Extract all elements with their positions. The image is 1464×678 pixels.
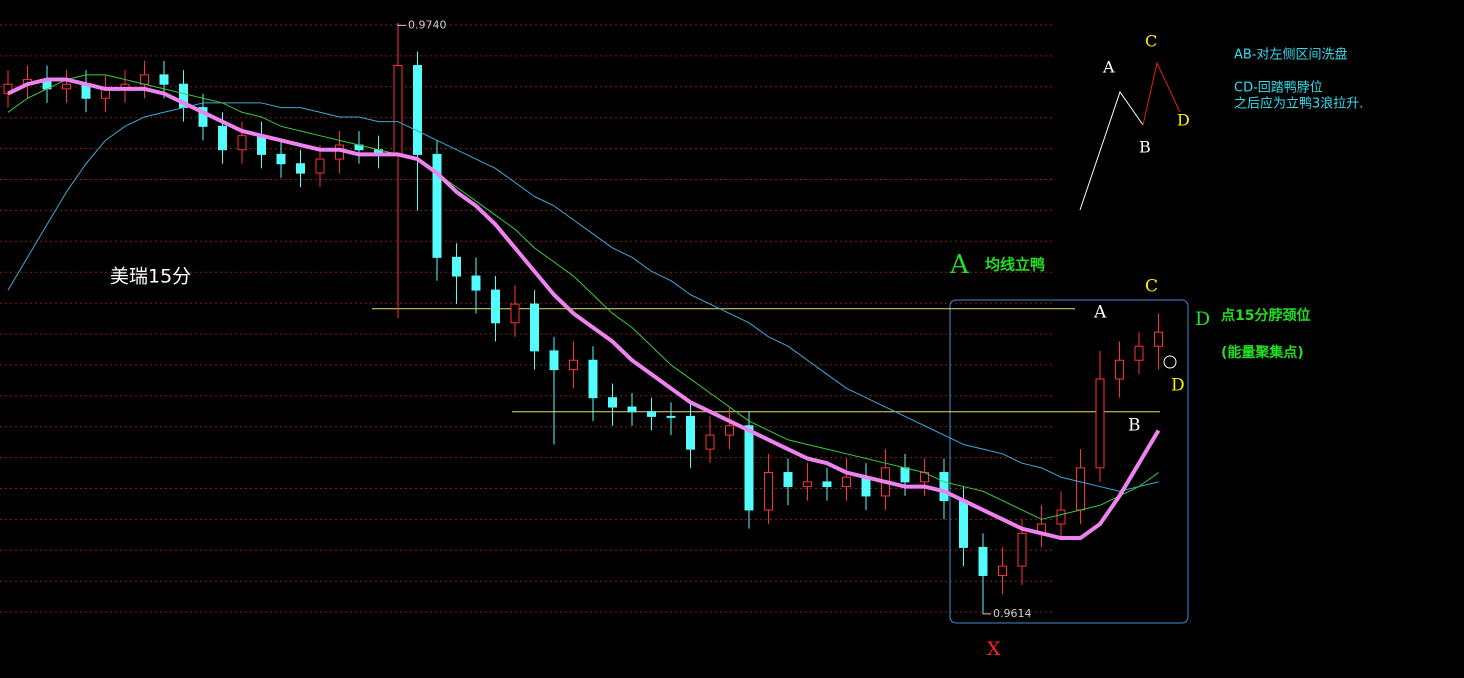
candle-body (1115, 359, 1124, 380)
candle-body (62, 83, 71, 90)
price-label: 0.9614 (993, 607, 1032, 620)
moving-average (7, 102, 1159, 492)
candle-body (764, 472, 773, 511)
legend-note: CD-回踏鸭脖位 (1234, 80, 1323, 96)
annotation: D (1195, 308, 1210, 330)
candle-body (491, 289, 500, 324)
candle-body (705, 434, 715, 450)
legend-label: C (1145, 32, 1157, 51)
candle-body (510, 303, 520, 324)
candle-body (530, 303, 539, 352)
annotation: (能量聚集点) (1221, 344, 1304, 361)
grid (0, 24, 1055, 613)
candle-body (627, 406, 637, 413)
legend-note: 之后应为立鸭3浪拉升. (1234, 96, 1363, 112)
candle-body (744, 425, 754, 511)
annotation: D (1171, 376, 1185, 396)
annotation: 均线立鸭 (985, 256, 1045, 274)
candle-body (647, 411, 656, 417)
price-marker (982, 612, 991, 615)
candle-body (432, 153, 442, 258)
wave-sketch (1142, 61, 1181, 126)
candle-body (608, 397, 617, 408)
candle-body (666, 415, 676, 418)
candle-body (296, 163, 305, 174)
candle-body (783, 472, 793, 488)
candle-body (939, 472, 949, 502)
marker-circle (1163, 355, 1177, 369)
price-marker (397, 23, 406, 26)
candle-body (569, 359, 578, 371)
highlight-box (949, 299, 1189, 624)
candle-body (822, 481, 832, 488)
candle-body (413, 65, 422, 155)
candle-body (198, 107, 208, 127)
candle-body (686, 415, 695, 450)
candle-body (276, 153, 286, 165)
moving-average (7, 74, 1159, 520)
candle-body (140, 74, 149, 85)
legend-note: AB-对左侧区间洗盘 (1234, 47, 1348, 63)
annotation: A (949, 250, 970, 280)
annotation: A (1093, 303, 1107, 323)
candle-body (452, 256, 461, 277)
annotation: 点15分脖颈位 (1221, 307, 1310, 324)
annotation: B (1128, 416, 1141, 436)
annotation: C (1145, 277, 1158, 297)
candle-body (900, 467, 910, 483)
candle-body (998, 565, 1007, 576)
moving-average (7, 77, 1161, 541)
candle-body (471, 275, 481, 291)
chart-title: 美瑞15分 (110, 266, 191, 288)
candle-body (842, 476, 851, 488)
legend-label: A (1102, 58, 1115, 77)
wave-sketch (1079, 90, 1144, 211)
candle-body (725, 425, 734, 436)
price-label: 0.9740 (408, 18, 447, 31)
candle-body (1095, 378, 1105, 469)
candle-body (861, 476, 871, 497)
candle-body (1056, 509, 1066, 525)
candle-body (1154, 331, 1163, 347)
candle-body (1076, 467, 1085, 511)
candle-body (978, 546, 988, 576)
candle-body (218, 125, 227, 151)
candle-body (959, 500, 968, 548)
candle-body (393, 65, 403, 155)
candle-body (1134, 345, 1144, 361)
legend-label: B (1139, 138, 1151, 157)
candle-body (803, 481, 812, 488)
annotation: X (987, 638, 1001, 660)
candle-body (1017, 532, 1027, 567)
legend-label: D (1177, 111, 1190, 130)
candle-body (549, 350, 559, 371)
candle-body (159, 74, 169, 85)
candle-body (237, 135, 247, 151)
candle-body (315, 158, 325, 174)
candle-body (257, 135, 266, 155)
candle-body (588, 359, 598, 399)
